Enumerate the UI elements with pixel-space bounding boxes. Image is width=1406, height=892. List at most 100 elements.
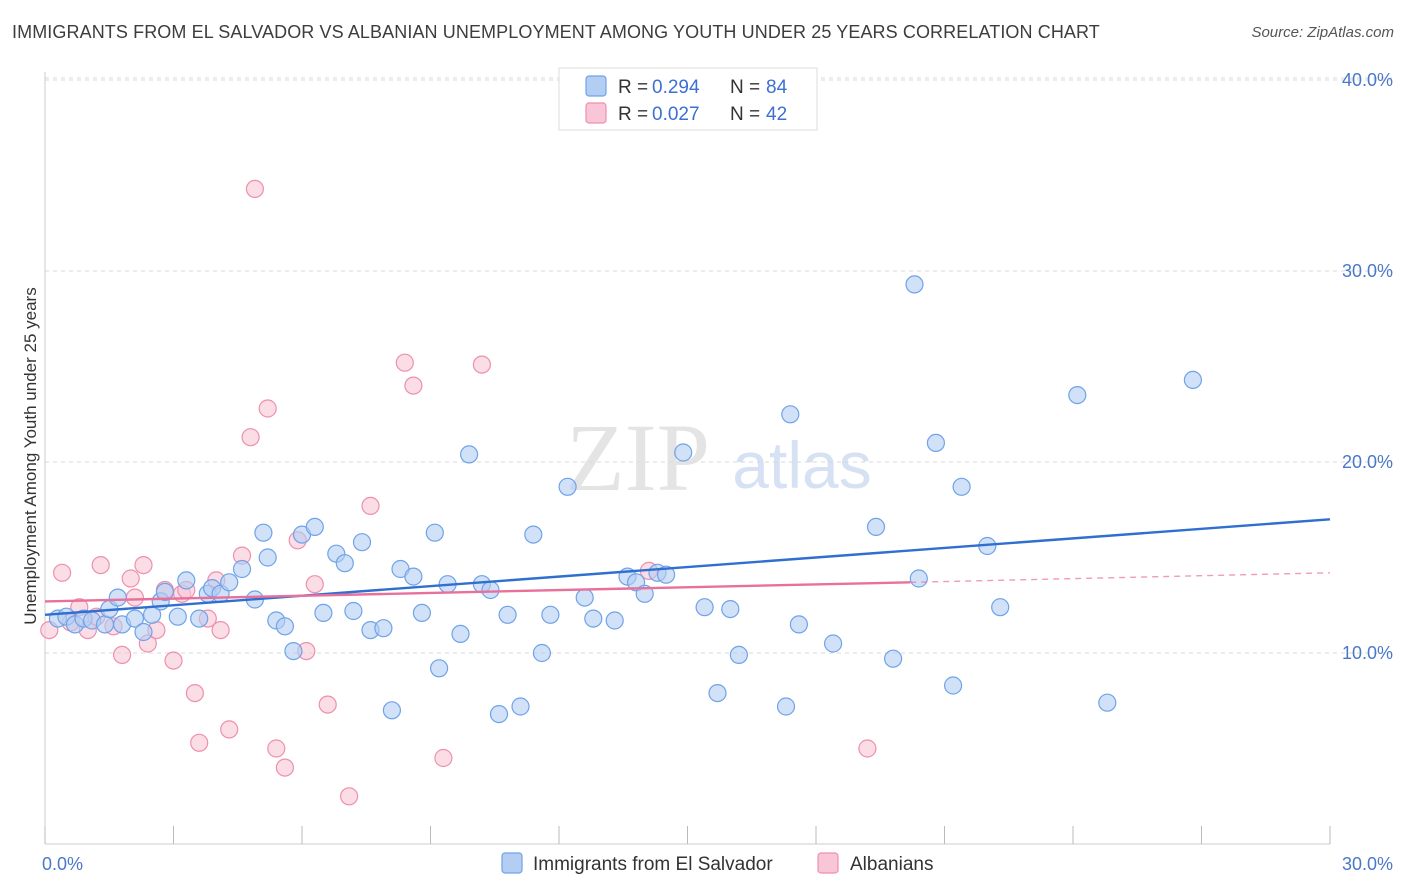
el-salvador-point-24 [258, 548, 277, 567]
albanians-point-10 [125, 588, 144, 607]
albanians-point-39 [472, 355, 491, 374]
el-salvador-point-83 [1183, 370, 1203, 389]
el-salvador-point-65 [708, 683, 727, 703]
bottom-legend-label-blue: Immigrants from El Salvador [533, 854, 773, 875]
albanians-point-8 [112, 645, 132, 665]
el-salvador-point-45 [460, 445, 479, 464]
el-salvador-point-76 [926, 433, 946, 452]
bottom-legend-swatch-pink [817, 852, 839, 874]
albanians-point-41 [858, 739, 877, 758]
albanians-point-33 [318, 695, 337, 714]
el-salvador-point-66 [721, 599, 740, 619]
el-salvador-point-64 [695, 598, 714, 617]
el-salvador-point-48 [489, 704, 509, 724]
el-salvador-point-29 [305, 517, 324, 537]
bottom-legend: Immigrants from El Salvador Albanians [501, 852, 933, 875]
albanians-point-38 [434, 748, 453, 768]
el-salvador-point-73 [883, 649, 903, 668]
el-salvador-point-80 [991, 598, 1010, 617]
albanians-point-1 [52, 563, 72, 582]
el-salvador-point-37 [382, 701, 401, 720]
legend-n-label-pink: N = [730, 104, 760, 125]
el-salvador-point-75 [909, 569, 928, 588]
x-tick-labels: 0.0% 30.0% [42, 854, 1393, 874]
el-salvador-point-42 [430, 659, 449, 678]
el-salvador-point-14 [168, 607, 187, 626]
el-salvador-point-57 [605, 611, 624, 630]
legend-r-value-blue: 0.294 [652, 77, 700, 98]
bottom-legend-swatch-blue [501, 852, 523, 874]
el-salvador-point-30 [314, 603, 333, 623]
el-salvador-point-20 [220, 573, 239, 592]
chart-title: IMMIGRANTS FROM EL SALVADOR VS ALBANIAN … [12, 22, 1100, 42]
chart-source: Source: ZipAtlas.com [1251, 24, 1394, 41]
watermark: ZIP atlas [566, 404, 872, 511]
el-salvador-point-40 [412, 603, 431, 623]
y-tick-label-20: 20.0% [1342, 452, 1393, 472]
albanians-point-32 [305, 575, 324, 594]
el-salvador-trend-line [44, 518, 1331, 616]
y-tick-label-30: 30.0% [1342, 261, 1393, 281]
el-salvador-point-50 [511, 697, 530, 716]
albanians-point-19 [190, 733, 209, 752]
el-salvador-point-54 [558, 477, 577, 496]
albanians-point-25 [241, 428, 260, 447]
legend-n-value-pink: 42 [766, 104, 787, 125]
el-salvador-point-49 [498, 605, 517, 624]
albanians-point-15 [164, 651, 183, 670]
el-salvador-point-26 [275, 617, 294, 636]
legend-swatch-blue [585, 75, 607, 97]
el-salvador-points [48, 275, 1203, 724]
legend-r-label-pink: R = [618, 104, 648, 125]
albanians-point-22 [211, 620, 230, 640]
el-salvador-point-34 [352, 533, 372, 552]
el-salvador-point-52 [532, 643, 552, 663]
x-tick-label-min: 0.0% [42, 854, 83, 874]
el-salvador-point-47 [481, 580, 500, 600]
albanians-point-27 [258, 399, 277, 418]
y-tick-label-10: 10.0% [1342, 643, 1393, 663]
albanians-point-9 [121, 569, 140, 588]
el-salvador-point-36 [374, 619, 393, 638]
el-salvador-point-63 [674, 443, 693, 462]
bottom-legend-label-pink: Albanians [850, 854, 933, 875]
el-salvador-point-13 [155, 582, 174, 602]
el-salvador-point-69 [781, 405, 800, 424]
albanians-point-35 [361, 496, 380, 515]
el-salvador-point-53 [541, 605, 560, 624]
el-salvador-point-56 [584, 609, 603, 628]
y-tick-labels: 10.0% 20.0% 30.0% 40.0% [1342, 70, 1393, 663]
el-salvador-point-78 [952, 477, 971, 496]
albanians-point-28 [267, 739, 286, 758]
legend-n-label-blue: N = [730, 77, 760, 98]
el-salvador-point-39 [404, 567, 423, 586]
el-salvador-point-32 [335, 554, 354, 573]
albanians-point-11 [134, 555, 153, 575]
el-salvador-point-74 [905, 275, 924, 294]
legend-r-label-blue: R = [618, 77, 648, 98]
albanians-point-18 [185, 683, 204, 703]
legend-r-value-pink: 0.027 [652, 104, 700, 125]
el-salvador-point-71 [823, 634, 843, 653]
x-tick-label-max: 30.0% [1342, 854, 1393, 874]
el-salvador-point-41 [425, 523, 444, 542]
el-salvador-point-82 [1098, 693, 1117, 712]
albanians-point-36 [395, 353, 414, 372]
legend-n-value-blue: 84 [766, 77, 788, 98]
el-salvador-point-68 [776, 697, 796, 716]
albanians-point-34 [340, 787, 359, 806]
el-salvador-point-55 [575, 588, 594, 607]
el-salvador-point-44 [451, 624, 470, 644]
el-salvador-point-27 [284, 641, 303, 661]
el-salvador-point-7 [108, 588, 127, 607]
y-tick-label-40: 40.0% [1342, 70, 1393, 90]
el-salvador-point-21 [232, 559, 252, 579]
el-salvador-point-10 [134, 622, 153, 642]
albanians-point-29 [275, 758, 294, 777]
el-salvador-point-5 [95, 615, 115, 634]
watermark-atlas: atlas [732, 428, 871, 502]
legend: R = 0.294 N = 84 R = 0.027 N = 42 [558, 67, 818, 131]
albanians-point-6 [91, 555, 110, 575]
el-salvador-point-70 [789, 615, 809, 634]
